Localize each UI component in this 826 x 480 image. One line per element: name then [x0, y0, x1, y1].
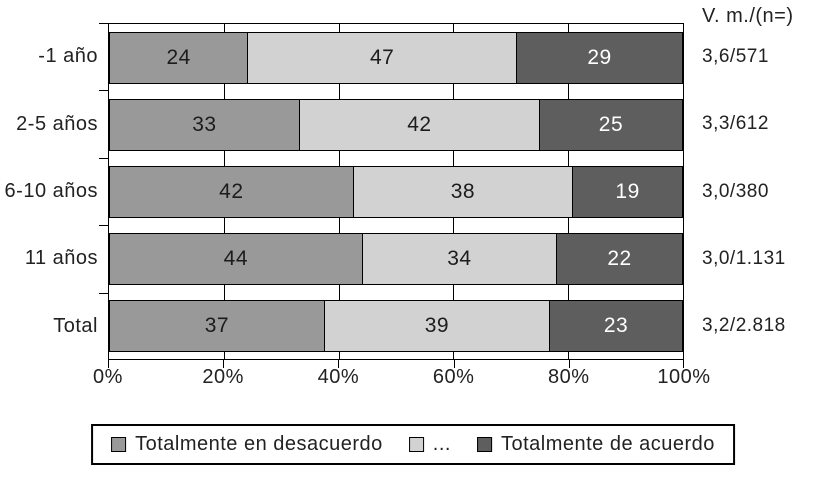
bar-segment: 42 — [110, 166, 353, 217]
stacked-bar: 24 47 29 — [109, 31, 683, 84]
bar-segment: 22 — [556, 233, 682, 284]
segment-value: 34 — [447, 246, 472, 270]
axis-tick — [99, 90, 108, 92]
category-label: -1 año — [38, 45, 98, 68]
plot-area: 24 47 29 33 42 25 42 38 19 44 34 22 37 39 23 — [108, 23, 684, 360]
bar-segment: 34 — [361, 233, 557, 284]
legend-color-swatch — [408, 437, 424, 452]
bar-segment: 19 — [572, 166, 682, 217]
bar-segment: 37 — [110, 300, 324, 351]
category-label: 6-10 años — [4, 180, 98, 203]
axis-tick — [99, 23, 108, 24]
axis-tick — [338, 359, 340, 368]
legend-label: Totalmente de acuerdo — [500, 433, 715, 455]
stacked-bar: 37 39 23 — [109, 299, 683, 352]
bar-row: 37 39 23 — [109, 292, 683, 359]
segment-value: 47 — [370, 45, 395, 69]
bar-segment: 38 — [352, 166, 573, 217]
x-axis-labels: 0% 20% 40% 60% 80% 100% — [93, 366, 710, 392]
segment-value: 19 — [615, 179, 640, 203]
stacked-bar: 33 42 25 — [109, 98, 683, 151]
bars-container: 24 47 29 33 42 25 42 38 19 44 34 22 37 39 23 — [109, 24, 683, 359]
bar-row: 44 34 22 — [109, 225, 683, 292]
category-label: 11 años — [24, 247, 98, 270]
axis-tick — [99, 225, 108, 227]
x-axis-ticks — [108, 359, 684, 368]
x-axis-label: 0% — [93, 366, 123, 388]
bar-row: 42 38 19 — [109, 158, 683, 225]
y-axis-ticks — [99, 23, 108, 360]
segment-value: 42 — [407, 112, 432, 136]
axis-tick — [453, 359, 455, 368]
category-axis: -1 año 2-5 años 6-10 años 11 años Total — [0, 23, 100, 360]
stacked-bar: 44 34 22 — [109, 232, 683, 285]
bar-segment: 25 — [538, 99, 682, 150]
segment-value: 33 — [192, 112, 217, 136]
legend-color-swatch — [111, 437, 127, 452]
bar-row: 33 42 25 — [109, 91, 683, 158]
segment-value: 39 — [424, 313, 450, 337]
axis-tick — [568, 359, 570, 368]
bar-segment: 42 — [298, 99, 539, 150]
segment-value: 25 — [598, 112, 624, 136]
bar-row: 24 47 29 — [109, 24, 683, 91]
stat-value: 3,0/1.131 — [702, 247, 786, 269]
x-axis-label: 40% — [317, 366, 360, 388]
axis-tick — [99, 157, 108, 159]
legend-item: ... — [408, 433, 451, 456]
axis-tick — [683, 359, 684, 368]
bar-segment: 23 — [549, 300, 682, 351]
stat-value: 3,0/380 — [702, 180, 769, 202]
x-axis-label: 20% — [202, 366, 244, 388]
axis-tick — [108, 359, 109, 368]
bar-segment: 44 — [110, 233, 362, 284]
stat-value: 3,2/2.818 — [702, 315, 786, 337]
bar-segment: 24 — [110, 32, 248, 83]
stat-value: 3,6/571 — [702, 45, 769, 67]
segment-value: 29 — [587, 45, 612, 69]
legend-label: Totalmente en desacuerdo — [135, 433, 383, 455]
bar-segment: 29 — [516, 32, 682, 83]
segment-value: 44 — [223, 246, 249, 270]
legend: Totalmente en desacuerdo... Totalmente de… — [91, 424, 735, 465]
segment-value: 37 — [204, 313, 230, 337]
stacked-bar: 42 38 19 — [109, 165, 683, 218]
segment-value: 22 — [607, 246, 632, 270]
x-axis-label: 80% — [548, 366, 590, 388]
legend-color-swatch — [476, 437, 492, 452]
segment-value: 38 — [450, 179, 476, 203]
bar-segment: 47 — [247, 32, 517, 83]
category-label: Total — [53, 314, 98, 337]
axis-tick — [223, 359, 225, 368]
legend-item: Totalmente en desacuerdo — [111, 433, 383, 456]
category-label: 2-5 años — [16, 112, 98, 135]
segment-value: 24 — [166, 45, 191, 69]
stats-column: 3,6/571 3,3/612 3,0/380 3,0/1.131 3,2/2.818 — [702, 23, 826, 360]
bar-segment: 39 — [323, 300, 550, 351]
x-axis-label: 100% — [657, 366, 711, 388]
segment-value: 42 — [219, 179, 244, 203]
axis-tick — [99, 292, 108, 294]
right-column-header: V. m./(n=) — [702, 5, 794, 27]
legend-item: Totalmente de acuerdo — [476, 433, 715, 456]
stat-value: 3,3/612 — [702, 113, 769, 135]
bar-segment: 33 — [110, 99, 299, 150]
legend-label: ... — [432, 433, 451, 455]
segment-value: 23 — [603, 313, 629, 337]
x-axis-label: 60% — [432, 366, 475, 388]
